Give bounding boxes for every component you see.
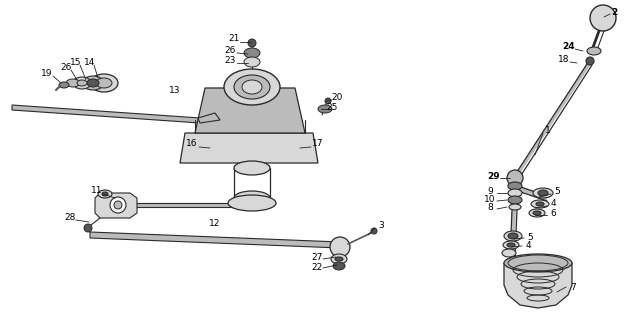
Text: 26: 26 (60, 62, 72, 71)
Circle shape (507, 170, 523, 186)
Ellipse shape (587, 47, 601, 55)
Text: 14: 14 (84, 58, 96, 67)
Text: 23: 23 (224, 55, 236, 65)
Ellipse shape (333, 262, 345, 270)
Ellipse shape (318, 105, 332, 113)
Circle shape (84, 224, 92, 232)
Ellipse shape (66, 79, 80, 87)
Ellipse shape (504, 254, 572, 272)
Ellipse shape (244, 48, 260, 58)
Text: 29: 29 (488, 172, 500, 180)
Ellipse shape (234, 191, 270, 205)
Ellipse shape (503, 241, 519, 249)
Ellipse shape (234, 75, 270, 99)
Ellipse shape (509, 204, 521, 210)
Ellipse shape (87, 79, 99, 87)
Text: 27: 27 (311, 252, 323, 261)
Ellipse shape (244, 57, 260, 67)
Ellipse shape (529, 209, 545, 217)
Text: 9: 9 (487, 187, 493, 196)
Ellipse shape (331, 254, 347, 264)
Ellipse shape (224, 69, 280, 105)
Circle shape (110, 197, 126, 213)
Circle shape (325, 98, 331, 104)
Text: 13: 13 (170, 85, 181, 94)
Text: 18: 18 (558, 54, 570, 63)
Polygon shape (95, 193, 137, 218)
Text: 21: 21 (229, 34, 239, 43)
Ellipse shape (59, 82, 69, 88)
Text: 15: 15 (70, 58, 82, 67)
Text: 16: 16 (186, 139, 197, 148)
Circle shape (586, 57, 594, 65)
Ellipse shape (96, 78, 112, 88)
Text: 24: 24 (563, 42, 575, 51)
Ellipse shape (73, 77, 91, 89)
Text: 20: 20 (331, 92, 343, 101)
Text: 5: 5 (554, 188, 560, 196)
Circle shape (590, 5, 616, 31)
Circle shape (114, 201, 122, 209)
Ellipse shape (335, 257, 343, 261)
Text: 19: 19 (41, 68, 53, 77)
Ellipse shape (234, 161, 270, 175)
Ellipse shape (228, 195, 276, 211)
Ellipse shape (508, 233, 518, 239)
Polygon shape (180, 133, 318, 163)
Text: 6: 6 (550, 209, 556, 218)
Ellipse shape (508, 196, 522, 204)
Text: 4: 4 (525, 241, 531, 250)
Text: 4: 4 (550, 199, 556, 209)
Circle shape (330, 237, 350, 257)
Text: 2: 2 (611, 7, 617, 17)
Circle shape (371, 228, 377, 234)
Ellipse shape (508, 182, 522, 190)
Polygon shape (504, 263, 572, 308)
Ellipse shape (507, 243, 515, 247)
Text: 12: 12 (210, 220, 221, 228)
Ellipse shape (504, 231, 522, 241)
Ellipse shape (102, 192, 108, 196)
Text: 3: 3 (378, 220, 384, 229)
Ellipse shape (536, 202, 544, 206)
Text: 28: 28 (64, 212, 76, 221)
Text: 17: 17 (312, 139, 324, 148)
Text: 22: 22 (311, 262, 323, 271)
Ellipse shape (242, 80, 262, 94)
Polygon shape (90, 232, 340, 248)
Ellipse shape (508, 189, 522, 197)
Polygon shape (195, 88, 305, 133)
Text: 1: 1 (545, 125, 551, 134)
Text: 11: 11 (91, 186, 103, 195)
Ellipse shape (98, 190, 112, 198)
Text: 8: 8 (487, 204, 493, 212)
Circle shape (248, 39, 256, 47)
Text: 10: 10 (485, 196, 496, 204)
Ellipse shape (533, 211, 541, 215)
Ellipse shape (538, 190, 548, 196)
Text: 25: 25 (326, 102, 338, 111)
Ellipse shape (533, 188, 553, 198)
Ellipse shape (531, 200, 549, 208)
Ellipse shape (502, 249, 516, 257)
Text: 26: 26 (224, 45, 236, 54)
Text: 7: 7 (570, 283, 576, 292)
Text: 5: 5 (527, 233, 533, 242)
Polygon shape (12, 105, 200, 123)
Ellipse shape (90, 74, 118, 92)
Polygon shape (198, 113, 220, 123)
Ellipse shape (82, 76, 104, 90)
Ellipse shape (77, 80, 87, 86)
